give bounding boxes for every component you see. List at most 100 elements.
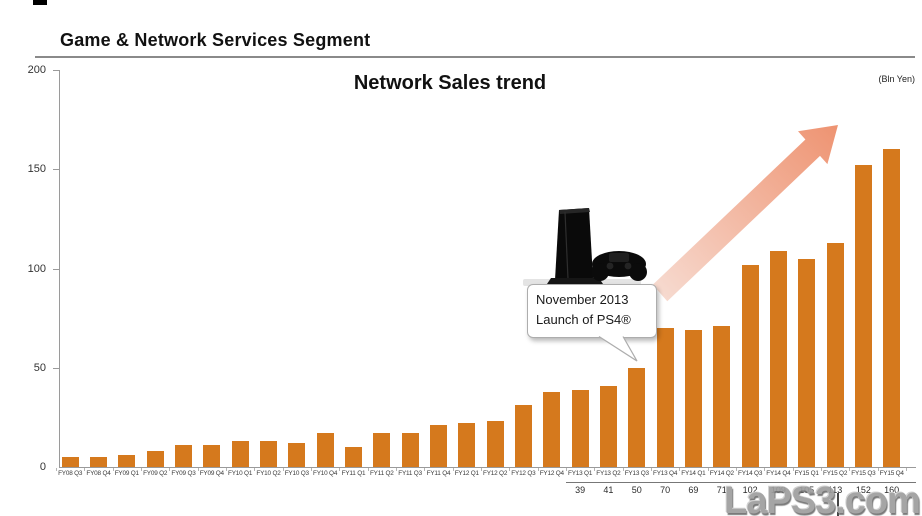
x-axis-tick bbox=[849, 468, 851, 471]
x-axis-tick-label: FY15 Q4 bbox=[879, 470, 904, 477]
bar bbox=[118, 455, 136, 467]
x-axis-tick-label: FY11 Q4 bbox=[426, 470, 451, 477]
x-axis-tick bbox=[509, 468, 511, 471]
x-axis-tick-label: FY10 Q1 bbox=[228, 470, 253, 477]
bar bbox=[599, 386, 617, 467]
x-axis-tick-label: FY13 Q2 bbox=[596, 470, 621, 477]
annotation-line-1: November 2013 bbox=[536, 292, 629, 307]
data-table-value: 105 bbox=[799, 485, 815, 495]
x-axis-tick bbox=[226, 468, 227, 471]
bar bbox=[401, 433, 419, 467]
bar bbox=[203, 445, 221, 467]
bar bbox=[288, 443, 306, 467]
x-axis-line bbox=[59, 467, 916, 468]
bar bbox=[656, 328, 674, 467]
x-axis-tick-label: FY09 Q3 bbox=[171, 470, 196, 477]
x-axis-tick bbox=[169, 468, 171, 471]
data-table-value: 152 bbox=[855, 485, 871, 495]
bar bbox=[798, 259, 816, 467]
x-axis-tick bbox=[424, 468, 426, 471]
bar bbox=[883, 149, 901, 467]
x-axis-tick-label: FY11 Q2 bbox=[369, 470, 394, 477]
x-axis-tick bbox=[339, 468, 341, 471]
bar bbox=[826, 243, 844, 467]
x-axis-tick-label: FY13 Q1 bbox=[568, 470, 593, 477]
bar bbox=[90, 457, 107, 467]
x-axis-tick-label: FY14 Q2 bbox=[709, 470, 734, 477]
bar bbox=[769, 251, 787, 467]
bar bbox=[571, 390, 589, 467]
x-axis-tick bbox=[622, 468, 624, 471]
watermark: LaPS3.com bbox=[724, 480, 921, 516]
chart-title: Network Sales trend bbox=[353, 72, 547, 94]
y-axis-tick-label: 50 bbox=[33, 361, 46, 374]
x-axis-tick-label: FY10 Q4 bbox=[313, 470, 338, 477]
x-axis-tick-label: FY12 Q1 bbox=[454, 470, 479, 477]
bar bbox=[61, 457, 79, 467]
bar bbox=[628, 368, 646, 467]
data-table-value: 113 bbox=[827, 485, 843, 495]
x-axis-tick-label: FY11 Q1 bbox=[341, 470, 366, 477]
cursor-line bbox=[837, 493, 839, 516]
y-axis-tick bbox=[53, 367, 60, 369]
x-axis-tick-label: FY11 Q3 bbox=[398, 470, 422, 477]
x-axis-tick bbox=[537, 468, 539, 471]
bar bbox=[543, 392, 561, 467]
bar bbox=[514, 405, 532, 467]
x-axis-tick bbox=[311, 468, 312, 471]
data-table-value: 71 bbox=[716, 485, 727, 495]
x-axis-tick-label: FY14 Q3 bbox=[738, 470, 763, 477]
x-axis-tick bbox=[735, 468, 737, 471]
bar bbox=[486, 421, 504, 467]
x-axis-tick-label: FY09 Q1 bbox=[114, 470, 139, 477]
x-axis-tick-label: FY14 Q1 bbox=[681, 470, 706, 477]
bar bbox=[430, 425, 447, 467]
x-axis-tick-label: FY15 Q1 bbox=[794, 470, 819, 477]
ps4-console-image bbox=[523, 208, 647, 286]
data-table-value: 41 bbox=[603, 485, 614, 495]
x-axis-tick-label: FY12 Q4 bbox=[539, 470, 564, 477]
annotation-line-2: Launch of PS4® bbox=[536, 312, 631, 327]
x-axis-tick-label: FY12 Q3 bbox=[511, 470, 536, 477]
bar bbox=[741, 265, 759, 467]
x-axis-tick bbox=[480, 468, 482, 471]
data-table-value: 39 bbox=[575, 485, 586, 495]
y-axis-tick-label: 200 bbox=[27, 64, 46, 76]
data-table-value: 70 bbox=[660, 485, 671, 495]
y-axis-tick-label: 100 bbox=[27, 262, 46, 275]
dualshock-controller bbox=[591, 251, 647, 281]
x-axis-tick-label: FY10 Q2 bbox=[256, 470, 281, 477]
x-axis-tick-label: FY15 Q3 bbox=[851, 470, 876, 477]
bar bbox=[458, 423, 476, 467]
x-axis-tick bbox=[141, 468, 142, 471]
bar bbox=[175, 445, 192, 467]
x-axis-tick bbox=[905, 468, 907, 471]
x-axis-tick-label: FY10 Q3 bbox=[284, 470, 309, 477]
x-axis-tick-label: FY09 Q2 bbox=[143, 470, 168, 477]
x-axis-tick-label: FY14 Q4 bbox=[766, 470, 791, 477]
x-axis-tick bbox=[764, 468, 766, 471]
y-axis-tick bbox=[53, 268, 60, 270]
x-axis-tick bbox=[367, 468, 369, 471]
x-axis-tick-label: FY08 Q4 bbox=[86, 470, 111, 477]
bar bbox=[713, 326, 731, 467]
y-axis-tick-label: 0 bbox=[39, 461, 46, 473]
data-table-value: 160 bbox=[884, 485, 900, 495]
y-axis-tick-label: 150 bbox=[27, 163, 46, 176]
bar bbox=[373, 433, 391, 467]
y-axis-tick bbox=[53, 70, 60, 71]
x-axis-tick bbox=[594, 468, 596, 471]
x-axis-tick-label: FY09 Q4 bbox=[199, 470, 224, 477]
x-axis-tick-label: FY15 Q2 bbox=[823, 470, 848, 477]
x-axis-tick bbox=[84, 468, 86, 471]
x-axis-tick bbox=[650, 468, 652, 471]
x-axis-tick bbox=[197, 468, 199, 471]
y-axis-tick bbox=[53, 169, 60, 171]
data-table-value: 109 bbox=[770, 485, 786, 495]
unit-label: (Bln Yen) bbox=[878, 74, 915, 84]
bar bbox=[684, 330, 702, 467]
x-axis-tick-label: FY08 Q3 bbox=[58, 470, 83, 477]
x-axis-tick bbox=[254, 468, 256, 471]
x-axis-tick-label: FY12 Q2 bbox=[483, 470, 508, 477]
